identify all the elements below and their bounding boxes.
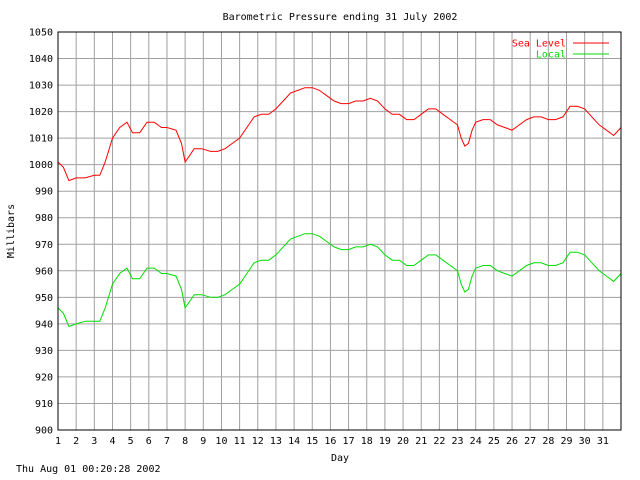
x-tick-label: 8 xyxy=(182,436,188,447)
y-tick-label: 940 xyxy=(35,319,53,330)
x-tick-label: 18 xyxy=(361,436,373,447)
x-tick-label: 12 xyxy=(252,436,264,447)
x-tick-label: 2 xyxy=(73,436,79,447)
footer-timestamp: Thu Aug 01 00:20:28 2002 xyxy=(16,464,161,475)
y-tick-label: 1000 xyxy=(29,160,53,171)
x-tick-label: 3 xyxy=(91,436,97,447)
x-tick-label: 10 xyxy=(215,436,227,447)
x-tick-label: 9 xyxy=(200,436,206,447)
x-tick-label: 17 xyxy=(343,436,355,447)
tick-labels: 9009109209309409509609709809901000101010… xyxy=(29,28,609,448)
y-tick-label: 1030 xyxy=(29,81,53,92)
y-tick-label: 1040 xyxy=(29,54,53,65)
y-tick-label: 960 xyxy=(35,266,53,277)
y-tick-label: 950 xyxy=(35,293,53,304)
x-tick-label: 15 xyxy=(306,436,318,447)
x-tick-label: 27 xyxy=(524,436,536,447)
series-line-1 xyxy=(57,87,622,182)
x-tick-label: 16 xyxy=(324,436,336,447)
chart-title: Barometric Pressure ending 31 July 2002 xyxy=(223,12,458,23)
x-tick-label: 7 xyxy=(164,436,170,447)
y-tick-label: 970 xyxy=(35,240,53,251)
x-tick-label: 20 xyxy=(397,436,409,447)
y-tick-label: 1050 xyxy=(29,28,53,39)
x-tick-label: 4 xyxy=(109,436,115,447)
series-line-2 xyxy=(57,233,622,328)
legend-label-1: Sea Level xyxy=(512,39,566,50)
y-tick-label: 910 xyxy=(35,399,53,410)
x-tick-label: 26 xyxy=(506,436,518,447)
x-tick-label: 22 xyxy=(433,436,445,447)
y-tick-label: 930 xyxy=(35,346,53,357)
x-tick-label: 19 xyxy=(379,436,391,447)
legend-label-2: Local xyxy=(536,50,566,61)
y-tick-label: 1020 xyxy=(29,107,53,118)
x-axis-label: Day xyxy=(331,453,349,464)
y-tick-label: 990 xyxy=(35,187,53,198)
y-tick-label: 980 xyxy=(35,213,53,224)
y-tick-label: 900 xyxy=(35,426,53,437)
x-tick-label: 25 xyxy=(488,436,500,447)
x-tick-label: 29 xyxy=(560,436,572,447)
plot-border xyxy=(57,31,622,431)
x-tick-label: 5 xyxy=(128,436,134,447)
series-lines xyxy=(57,87,622,328)
x-tick-label: 6 xyxy=(146,436,152,447)
x-tick-label: 28 xyxy=(542,436,554,447)
x-tick-label: 11 xyxy=(234,436,246,447)
x-tick-label: 1 xyxy=(55,436,61,447)
grid xyxy=(58,32,621,430)
y-tick-label: 920 xyxy=(35,372,53,383)
y-tick-label: 1010 xyxy=(29,134,53,145)
x-tick-label: 24 xyxy=(470,436,482,447)
x-tick-label: 21 xyxy=(415,436,427,447)
y-axis-label: Millibars xyxy=(6,204,17,258)
x-tick-label: 30 xyxy=(579,436,591,447)
x-tick-label: 31 xyxy=(597,436,609,447)
x-tick-label: 13 xyxy=(270,436,282,447)
x-tick-label: 23 xyxy=(452,436,464,447)
x-tick-label: 14 xyxy=(288,436,300,447)
